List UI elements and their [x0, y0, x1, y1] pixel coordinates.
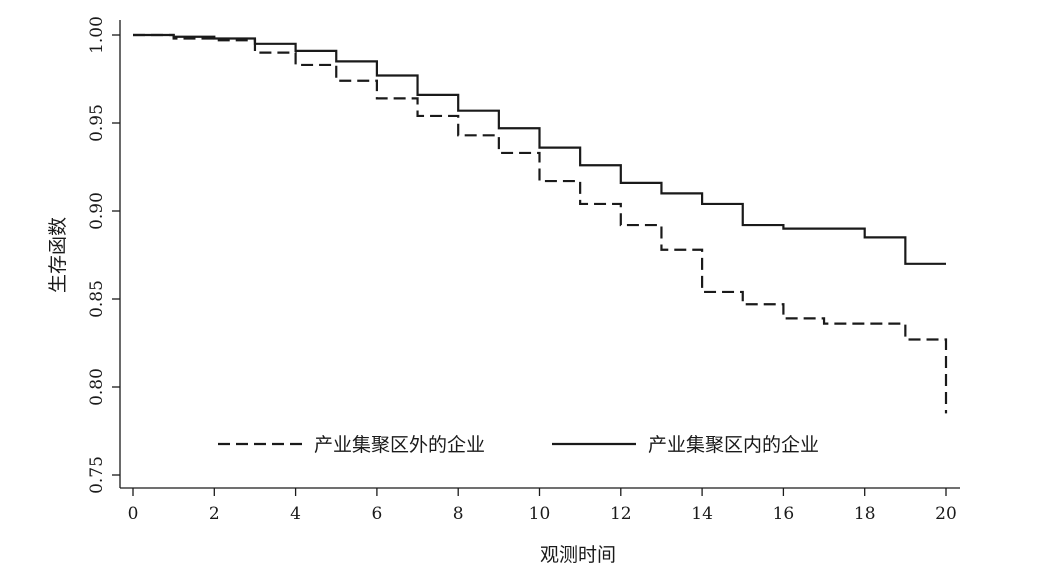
x-tick-label: 12: [610, 504, 632, 524]
y-ticks: 0.75 0.80 0.85 0.90 0.95 1.00: [87, 16, 120, 494]
y-tick-label: 0.95: [87, 104, 107, 142]
x-tick-label: 0: [128, 504, 139, 524]
y-tick-label: 0.90: [87, 192, 107, 230]
x-tick-label: 6: [371, 504, 382, 524]
y-tick-label: 0.80: [87, 368, 107, 406]
y-tick-label: 1.00: [87, 16, 107, 54]
x-tick-label: 16: [773, 504, 795, 524]
x-ticks: 0 2 4 6 8 10 12 14 16 18 20: [128, 488, 957, 524]
x-tick-label: 10: [529, 504, 551, 524]
legend-label-inside: 产业集聚区内的企业: [648, 434, 819, 456]
series-line-inside: [133, 33, 946, 265]
series-line-outside: [133, 33, 948, 414]
x-tick-label: 20: [935, 504, 957, 524]
legend: 产业集聚区外的企业 产业集聚区内的企业: [218, 434, 819, 456]
y-tick-label: 0.75: [87, 456, 107, 494]
x-tick-label: 8: [453, 504, 464, 524]
x-tick-label: 4: [290, 504, 301, 524]
series-group: [133, 33, 948, 414]
x-tick-label: 18: [854, 504, 876, 524]
legend-label-outside: 产业集聚区外的企业: [314, 434, 485, 456]
x-tick-label: 14: [691, 504, 713, 524]
y-tick-label: 0.85: [87, 280, 107, 318]
x-axis-title: 观测时间: [540, 544, 616, 566]
y-axis-title: 生存函数: [47, 217, 69, 293]
axes: [119, 20, 960, 489]
x-tick-label: 2: [209, 504, 220, 524]
